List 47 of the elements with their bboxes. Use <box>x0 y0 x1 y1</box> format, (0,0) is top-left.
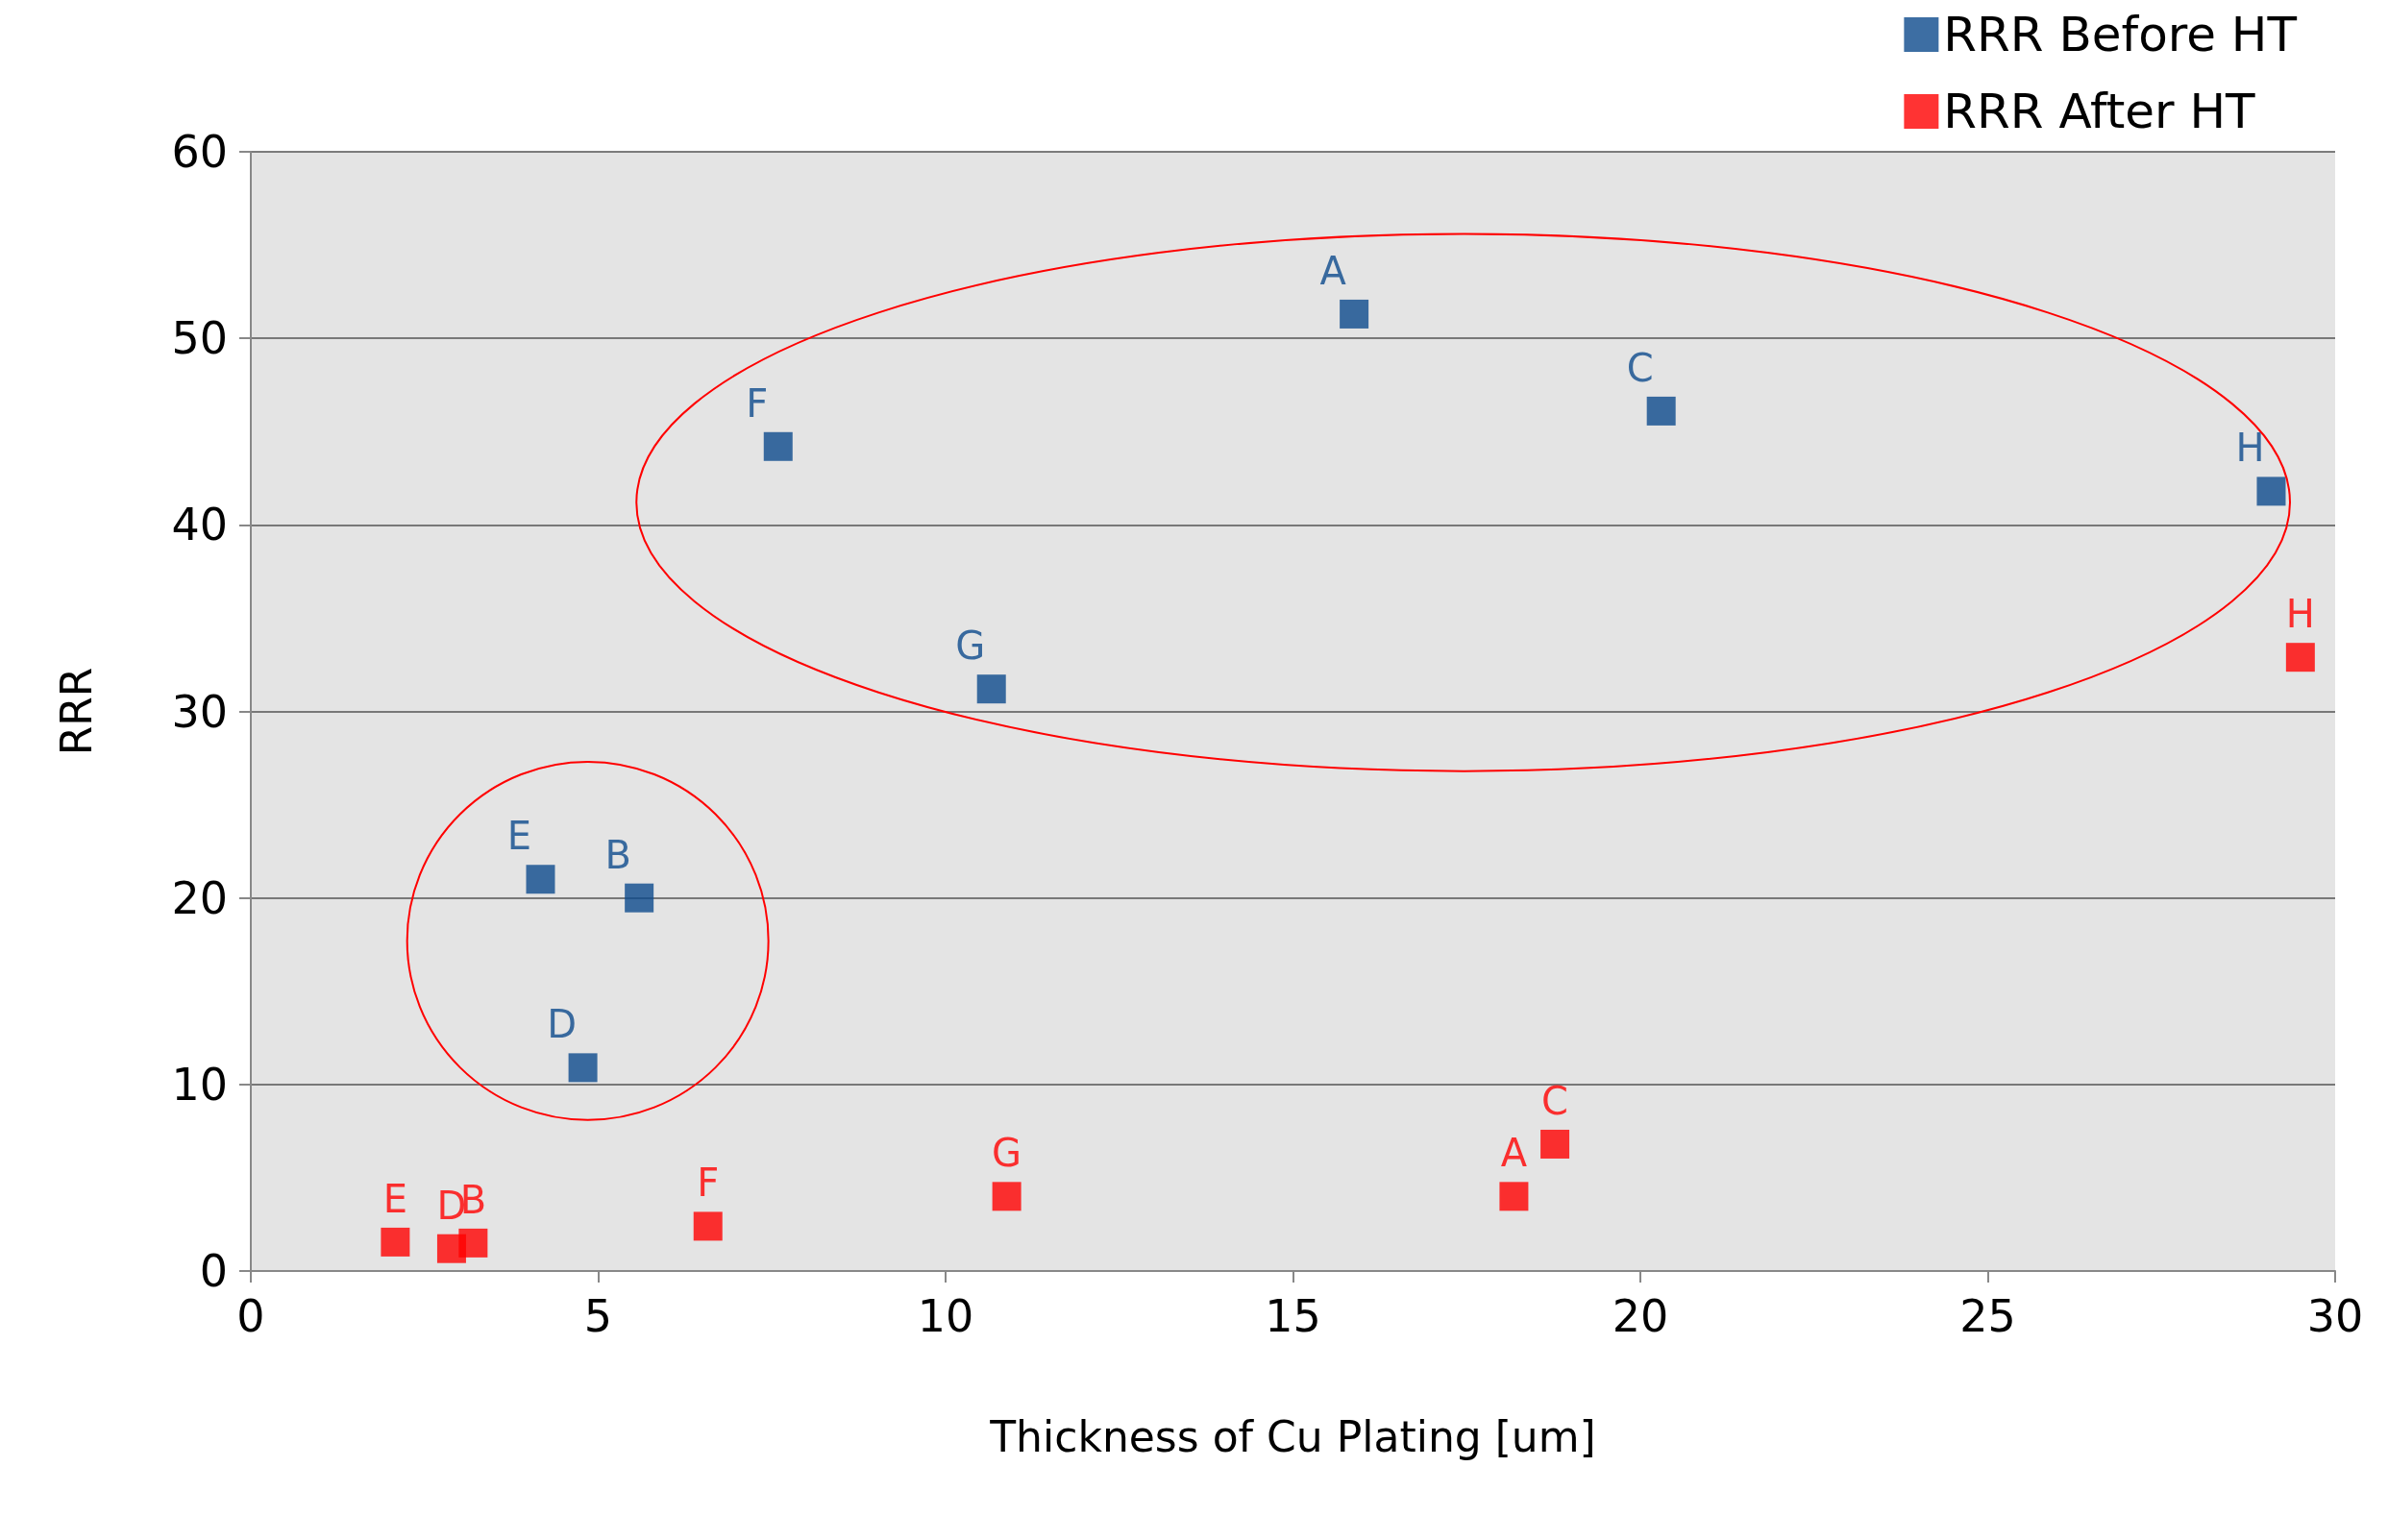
data-label: H <box>2285 592 2315 637</box>
point <box>1540 1129 1570 1159</box>
data-label: G <box>992 1131 1022 1176</box>
legend-label: RRR Before HT <box>1943 7 2298 62</box>
y-tick-label: 40 <box>171 499 228 551</box>
x-tick-label: 20 <box>1612 1290 1669 1342</box>
x-tick-label: 5 <box>583 1290 613 1342</box>
data-label: C <box>1541 1078 1569 1123</box>
point <box>381 1227 410 1257</box>
point <box>2256 477 2286 506</box>
y-tick-label: 0 <box>199 1245 228 1297</box>
data-label: F <box>746 380 769 426</box>
point <box>568 1053 598 1083</box>
point <box>992 1182 1022 1211</box>
data-label: B <box>604 832 631 877</box>
data-label: E <box>506 814 532 859</box>
point <box>693 1211 723 1241</box>
y-tick-label: 60 <box>171 126 228 178</box>
data-label: H <box>2235 426 2265 471</box>
x-tick-label: 0 <box>236 1290 265 1342</box>
x-tick-label: 10 <box>917 1290 974 1342</box>
y-axis-title: RRR <box>51 667 101 756</box>
point <box>1340 299 1369 329</box>
data-label: A <box>1319 248 1347 293</box>
point <box>1646 396 1676 426</box>
x-tick-label: 15 <box>1265 1290 1321 1342</box>
data-label: F <box>697 1161 720 1206</box>
y-tick-label: 10 <box>171 1058 228 1111</box>
point <box>976 674 1006 704</box>
x-axis-title: Thickness of Cu Plating [um] <box>989 1411 1596 1461</box>
data-label: E <box>382 1176 408 1221</box>
legend-label: RRR After HT <box>1943 84 2256 139</box>
data-label: G <box>955 623 986 669</box>
y-tick-label: 30 <box>171 685 228 738</box>
data-label: D <box>547 1002 577 1047</box>
point <box>2285 643 2315 672</box>
point <box>526 865 555 894</box>
point <box>458 1228 488 1258</box>
data-label: C <box>1626 345 1654 390</box>
point <box>763 431 793 461</box>
y-tick-label: 20 <box>171 871 228 924</box>
x-tick-label: 25 <box>1959 1290 2016 1342</box>
point <box>625 883 654 913</box>
x-tick-label: 30 <box>2306 1290 2364 1342</box>
data-label: A <box>1500 1131 1528 1176</box>
y-tick-label: 50 <box>171 312 228 365</box>
point <box>1499 1182 1529 1211</box>
